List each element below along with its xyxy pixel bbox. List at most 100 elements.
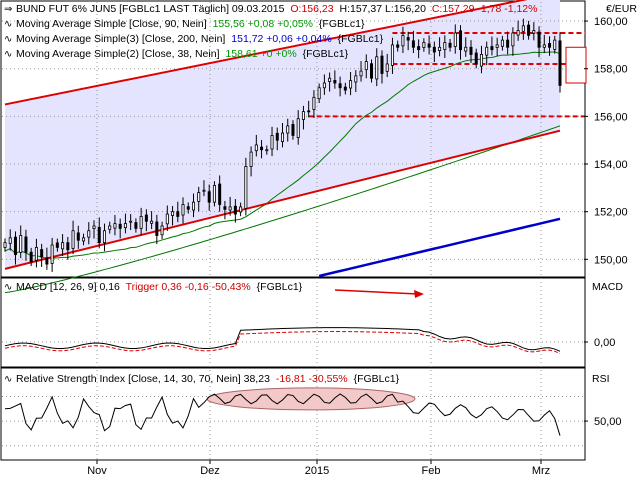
time-tick-label: 2015 xyxy=(305,465,329,477)
candle-body xyxy=(265,149,269,152)
candle-body xyxy=(537,31,541,48)
svg-text:Relative Strength Index [Close: Relative Strength Index [Close, 14, 30, … xyxy=(16,373,400,385)
channel-lower-line xyxy=(4,129,561,270)
candle-body xyxy=(417,46,421,51)
candle-body xyxy=(181,204,185,216)
price-tick-label: 154,00 xyxy=(594,159,628,171)
candle-body xyxy=(516,30,520,36)
svg-text:Moving Average Simple [Close,: Moving Average Simple [Close, 90, Nein] … xyxy=(16,18,365,30)
svg-text:MACD [12, 26, 9] 0,16 Tr: MACD [12, 26, 9] 0,16 Trigger 0,36 -0,16… xyxy=(16,281,303,293)
candle-body xyxy=(87,230,91,238)
time-tick-label: Mrz xyxy=(532,465,550,477)
rsi-axis-title: RSI xyxy=(592,373,610,385)
ohlc-high-low: H:157,37 L:156,20 xyxy=(340,3,427,15)
candle-body xyxy=(349,80,353,89)
candle-body xyxy=(280,132,284,143)
candle-body xyxy=(150,220,154,224)
trigger-label: Trigger 0,36 -0,16 -50,43% xyxy=(126,281,251,293)
candle-body xyxy=(548,43,552,48)
candle-body xyxy=(102,230,106,244)
candle-body xyxy=(396,44,400,48)
candle-body xyxy=(322,82,326,89)
currency-label: €/EUR xyxy=(606,3,637,15)
candle-body xyxy=(406,37,410,41)
candle-body xyxy=(123,223,127,229)
legend-sma200-suffix: {FGBLc1} xyxy=(338,33,384,45)
candle-body xyxy=(390,44,394,66)
candle-body xyxy=(291,124,295,136)
candle-body xyxy=(553,39,557,50)
candle-body xyxy=(50,244,54,264)
candle-body xyxy=(76,232,80,241)
instrument-label: BUND FUT 6% JUN5 [FGBLc1 LAST Täglich] 0… xyxy=(16,3,285,15)
candle-body xyxy=(301,111,305,120)
candle-body xyxy=(176,211,180,217)
candle-body xyxy=(207,191,211,203)
candle-body xyxy=(197,192,201,202)
candle-body xyxy=(144,214,148,222)
candle-body xyxy=(228,206,232,211)
collapse-icon[interactable]: ⇒ xyxy=(4,4,12,15)
candle-body xyxy=(317,87,321,100)
macd-suffix: {FGBLc1} xyxy=(257,281,303,293)
legend-wave-icon: ∿ xyxy=(4,19,12,30)
candle-body xyxy=(296,118,300,138)
rsi-overbought-highlight xyxy=(206,387,416,411)
candle-body xyxy=(495,44,499,48)
rsi-line xyxy=(4,393,561,436)
rsi-panel-frame xyxy=(0,367,586,461)
price-tick-label: 156,00 xyxy=(594,111,628,123)
price-panel-plot xyxy=(3,0,587,294)
sma38-line xyxy=(4,51,561,260)
rsi-panel-plot xyxy=(2,387,584,447)
axes: 150,00 152,00 154,00 156,00 158,00 160,00 0,00… xyxy=(87,16,627,477)
candle-body xyxy=(34,247,38,261)
candle-body xyxy=(139,216,143,229)
candle-body xyxy=(160,225,164,236)
candle-body xyxy=(453,32,457,47)
candle-body xyxy=(474,52,478,65)
price-tick-label: 150,00 xyxy=(594,254,628,266)
candle-body xyxy=(500,39,504,47)
legend-wave-icon: ∿ xyxy=(4,282,12,293)
candle-body xyxy=(438,46,442,52)
sma200-line xyxy=(318,217,561,278)
macd-line xyxy=(4,327,561,352)
rsi-label: Relative Strength Index [Close, 14, 30, … xyxy=(16,373,270,385)
candle-body xyxy=(19,235,23,253)
candle-body xyxy=(385,63,389,72)
legend-sma90-name: Moving Average Simple [Close, 90, Nein] xyxy=(16,18,207,30)
rsi-tick-label: 50,00 xyxy=(594,416,622,428)
time-tick-label: Dez xyxy=(200,465,220,477)
candle-body xyxy=(521,25,525,32)
candle-body xyxy=(191,201,195,211)
candle-body xyxy=(490,46,494,51)
candle-body xyxy=(333,79,337,84)
candle-body xyxy=(464,46,468,52)
candle-body xyxy=(432,46,436,53)
candle-body xyxy=(506,39,510,48)
macd-legend: ∿ MACD [12, 26, 9] 0,16 Trigger 0,36 -0,… xyxy=(4,281,623,293)
time-tick-label: Nov xyxy=(87,465,107,477)
candle-body xyxy=(532,30,536,34)
candle-body xyxy=(233,205,237,215)
candle-body xyxy=(61,242,65,250)
candle-body xyxy=(108,225,112,230)
candle-body xyxy=(55,242,59,248)
rsi-change: -16,81 -30,55% xyxy=(276,373,348,385)
macd-panel-frame xyxy=(0,277,586,368)
candle-body xyxy=(92,225,96,229)
candle-body xyxy=(511,32,515,47)
projection-box xyxy=(565,46,587,84)
candle-body xyxy=(186,206,190,210)
candle-body xyxy=(485,46,489,56)
candle-body xyxy=(527,24,531,36)
candle-body xyxy=(270,135,274,150)
candle-body xyxy=(286,125,290,134)
ohlc-open: O:156,23 xyxy=(290,3,333,15)
channel-upper-line xyxy=(4,0,528,106)
legend-sma200-name: Moving Average Simple(3) [Close, 200, Ne… xyxy=(16,33,225,45)
candle-body xyxy=(244,165,248,209)
candle-body xyxy=(97,226,101,244)
